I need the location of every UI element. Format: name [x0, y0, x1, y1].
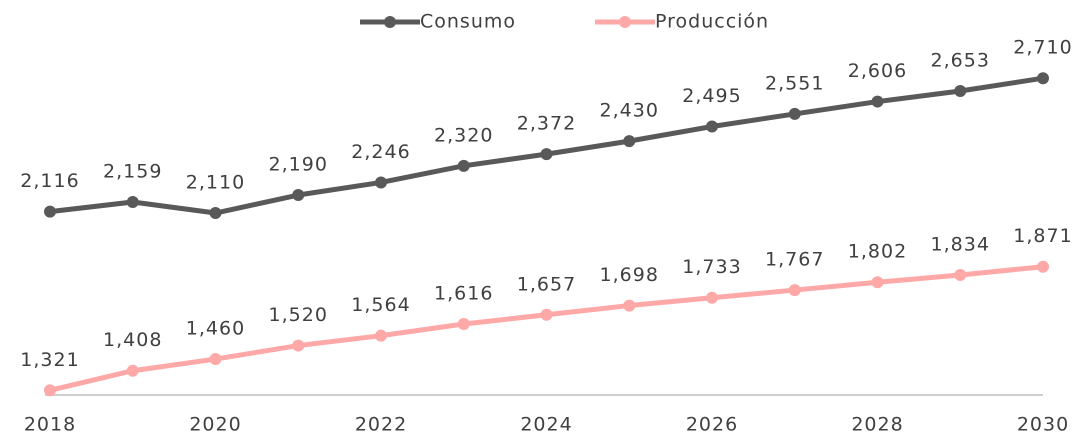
marker	[375, 176, 387, 189]
marker	[540, 148, 553, 161]
data-label: 1,564	[351, 294, 410, 316]
legend-marker	[619, 16, 631, 28]
legend-label: Producción	[655, 11, 769, 33]
data-label: 1,733	[682, 256, 741, 278]
marker	[44, 205, 56, 218]
data-label: 2,159	[103, 160, 162, 182]
data-label: 2,710	[1013, 37, 1072, 59]
data-label: 1,321	[20, 349, 79, 371]
x-tick-label: 2026	[686, 414, 738, 436]
marker	[126, 195, 139, 208]
x-tick-label: 2024	[520, 414, 572, 436]
data-label: 1,802	[848, 241, 907, 263]
marker	[540, 308, 553, 321]
x-tick-label: 2018	[24, 414, 76, 436]
marker	[706, 120, 718, 133]
marker	[954, 85, 967, 98]
marker	[457, 318, 470, 330]
data-label: 1,834	[931, 234, 990, 256]
marker	[871, 95, 884, 108]
marker	[788, 107, 801, 120]
data-label: 2,190	[269, 154, 328, 176]
data-label: 2,246	[351, 141, 410, 163]
data-label: 1,616	[434, 283, 493, 305]
marker	[788, 284, 801, 297]
marker	[623, 135, 636, 148]
data-label: 2,653	[931, 50, 990, 72]
marker	[292, 189, 305, 202]
data-label: 2,320	[434, 124, 493, 146]
data-label: 2,606	[848, 60, 907, 82]
data-label: 2,110	[186, 172, 245, 194]
data-label: 1,460	[186, 318, 245, 340]
marker	[1037, 260, 1049, 273]
legend-marker	[384, 16, 396, 28]
marker	[954, 269, 967, 282]
marker	[1037, 72, 1049, 85]
data-label: 2,372	[517, 113, 576, 135]
data-label: 1,767	[765, 249, 824, 271]
x-tick-label: 2020	[189, 414, 241, 436]
marker	[706, 291, 718, 304]
x-tick-label: 2030	[1017, 414, 1069, 436]
data-label: 1,520	[269, 304, 328, 326]
marker	[126, 364, 139, 377]
data-label: 1,657	[517, 273, 576, 295]
data-label: 1,871	[1013, 225, 1072, 247]
data-label: 1,698	[600, 264, 659, 286]
x-tick-label: 2022	[355, 414, 407, 436]
data-label: 2,551	[765, 72, 824, 94]
data-label: 2,116	[20, 170, 79, 192]
marker	[209, 353, 222, 366]
data-label: 2,495	[682, 85, 741, 107]
marker	[457, 159, 470, 172]
marker	[623, 299, 636, 312]
data-label: 2,430	[600, 100, 659, 122]
x-tick-label: 2028	[851, 414, 903, 436]
marker	[44, 384, 56, 397]
marker	[871, 276, 884, 289]
marker	[375, 329, 387, 342]
legend-label: Consumo	[420, 11, 516, 33]
data-label: 1,408	[103, 329, 162, 351]
marker	[209, 207, 222, 220]
marker	[292, 339, 305, 352]
